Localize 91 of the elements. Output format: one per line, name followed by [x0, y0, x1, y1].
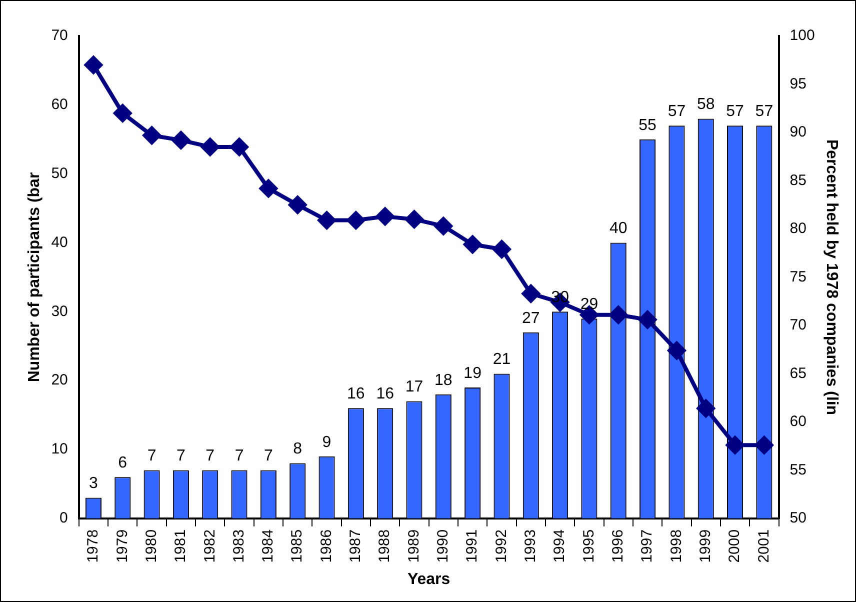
- x-tick-label: 1995: [580, 529, 598, 563]
- y2-tick-label: 80: [790, 220, 806, 238]
- x-tick-label: 1978: [84, 529, 102, 563]
- y-tick-label: 50: [51, 164, 68, 182]
- x-tick-label: 2001: [755, 529, 772, 563]
- data-label: 21: [492, 351, 511, 368]
- x-tick-label: 1991: [464, 529, 481, 563]
- data-label: 7: [234, 448, 244, 465]
- point: [84, 56, 102, 74]
- x-tick-label: 1994: [551, 529, 568, 563]
- data-label: 6: [118, 454, 128, 472]
- y2-tick-label: 100: [790, 27, 815, 44]
- data-label: 7: [264, 448, 273, 465]
- y2-tick-label: 70: [790, 316, 806, 334]
- data-label: 7: [206, 448, 215, 465]
- data-label: 57: [755, 103, 774, 120]
- data-label: 3: [89, 475, 98, 492]
- y2-tick-label: 50: [790, 510, 806, 527]
- data-label: 16: [347, 386, 365, 403]
- x-tick-label: 1980: [142, 529, 160, 563]
- y2-axis-title: Percent held by 1978 companies (lin: [822, 139, 840, 416]
- data-label: 18: [434, 372, 452, 389]
- x-tick-label: 1986: [318, 529, 335, 563]
- point: [464, 235, 482, 254]
- x-tick-label: 1989: [405, 529, 422, 563]
- point: [638, 310, 657, 329]
- x-tick-label: 1981: [172, 529, 190, 563]
- y-tick-label: 20: [51, 372, 68, 389]
- x-tick-label: 1998: [668, 529, 685, 563]
- x-tick-label: 1985: [288, 529, 306, 563]
- data-label: 19: [464, 364, 482, 382]
- data-label: 7: [147, 448, 156, 465]
- data-label: 29: [580, 296, 598, 313]
- x-tick-label: 1997: [638, 529, 656, 563]
- x-tick-label: 1984: [260, 529, 277, 563]
- y-tick-label: 10: [51, 440, 68, 458]
- point: [201, 138, 220, 156]
- point: [376, 207, 394, 226]
- y2-tick-label: 85: [790, 172, 806, 189]
- point: [172, 131, 190, 150]
- y2-tick-label: 90: [790, 124, 806, 141]
- data-label: 16: [376, 386, 394, 403]
- x-tick-label: 1996: [610, 529, 627, 563]
- point: [259, 179, 278, 198]
- point: [142, 126, 161, 144]
- data-label: 57: [726, 103, 744, 120]
- x-tick-label: 1993: [522, 529, 540, 563]
- x-tick-label: 1987: [347, 529, 364, 563]
- point: [755, 436, 774, 454]
- x-tick-label: 1988: [376, 529, 394, 563]
- data-label: 55: [638, 116, 657, 134]
- x-tick-label: 1979: [114, 529, 131, 563]
- point: [318, 211, 336, 230]
- y2-tick-label: 60: [790, 413, 806, 430]
- y-axis-title: Number of participants (bar: [26, 172, 44, 382]
- data-label: 57: [668, 103, 686, 120]
- point: [609, 306, 628, 324]
- data-label: 27: [522, 310, 540, 327]
- y-tick-label: 30: [51, 302, 68, 320]
- y-tick-label: 70: [51, 27, 68, 44]
- y2-tick-label: 65: [790, 364, 806, 382]
- point: [522, 284, 540, 303]
- point: [346, 211, 365, 230]
- x-axis-title: Years: [407, 570, 450, 588]
- x-tick-label: 1982: [201, 529, 218, 563]
- point: [726, 436, 744, 454]
- y-tick-label: 0: [60, 510, 68, 527]
- y2-tick-label: 75: [790, 268, 806, 286]
- y2-tick-label: 95: [790, 75, 806, 92]
- y2-tick-label: 55: [790, 461, 806, 478]
- point: [696, 399, 715, 418]
- x-tick-label: 1992: [492, 529, 510, 563]
- data-label: 58: [696, 96, 715, 114]
- point: [405, 210, 424, 228]
- x-tick-label: 2000: [726, 529, 744, 563]
- y-tick-label: 40: [51, 234, 68, 251]
- x-tick-label: 1999: [697, 529, 714, 563]
- y-tick-label: 60: [51, 96, 68, 114]
- point: [230, 138, 248, 156]
- x-tick-label: 1983: [230, 529, 248, 563]
- point: [288, 196, 307, 214]
- data-label: 8: [293, 440, 302, 458]
- data-label: 17: [405, 378, 424, 396]
- point: [492, 240, 511, 258]
- point: [114, 104, 132, 122]
- data-label: 40: [609, 220, 628, 238]
- x-tick-label: 1990: [434, 529, 452, 563]
- data-label: 7: [176, 448, 186, 465]
- point: [668, 342, 686, 360]
- point: [434, 217, 452, 236]
- data-label: 9: [322, 434, 332, 451]
